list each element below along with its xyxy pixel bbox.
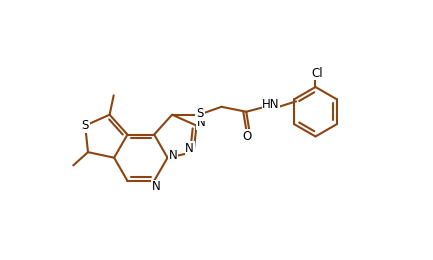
Text: N: N [197, 116, 206, 129]
Text: N: N [169, 149, 178, 162]
Text: Cl: Cl [312, 67, 323, 80]
Text: N: N [152, 180, 161, 193]
Text: O: O [242, 130, 252, 143]
Text: S: S [81, 119, 89, 132]
Text: N: N [185, 142, 194, 155]
Text: HN: HN [262, 98, 280, 111]
Text: S: S [196, 107, 204, 120]
